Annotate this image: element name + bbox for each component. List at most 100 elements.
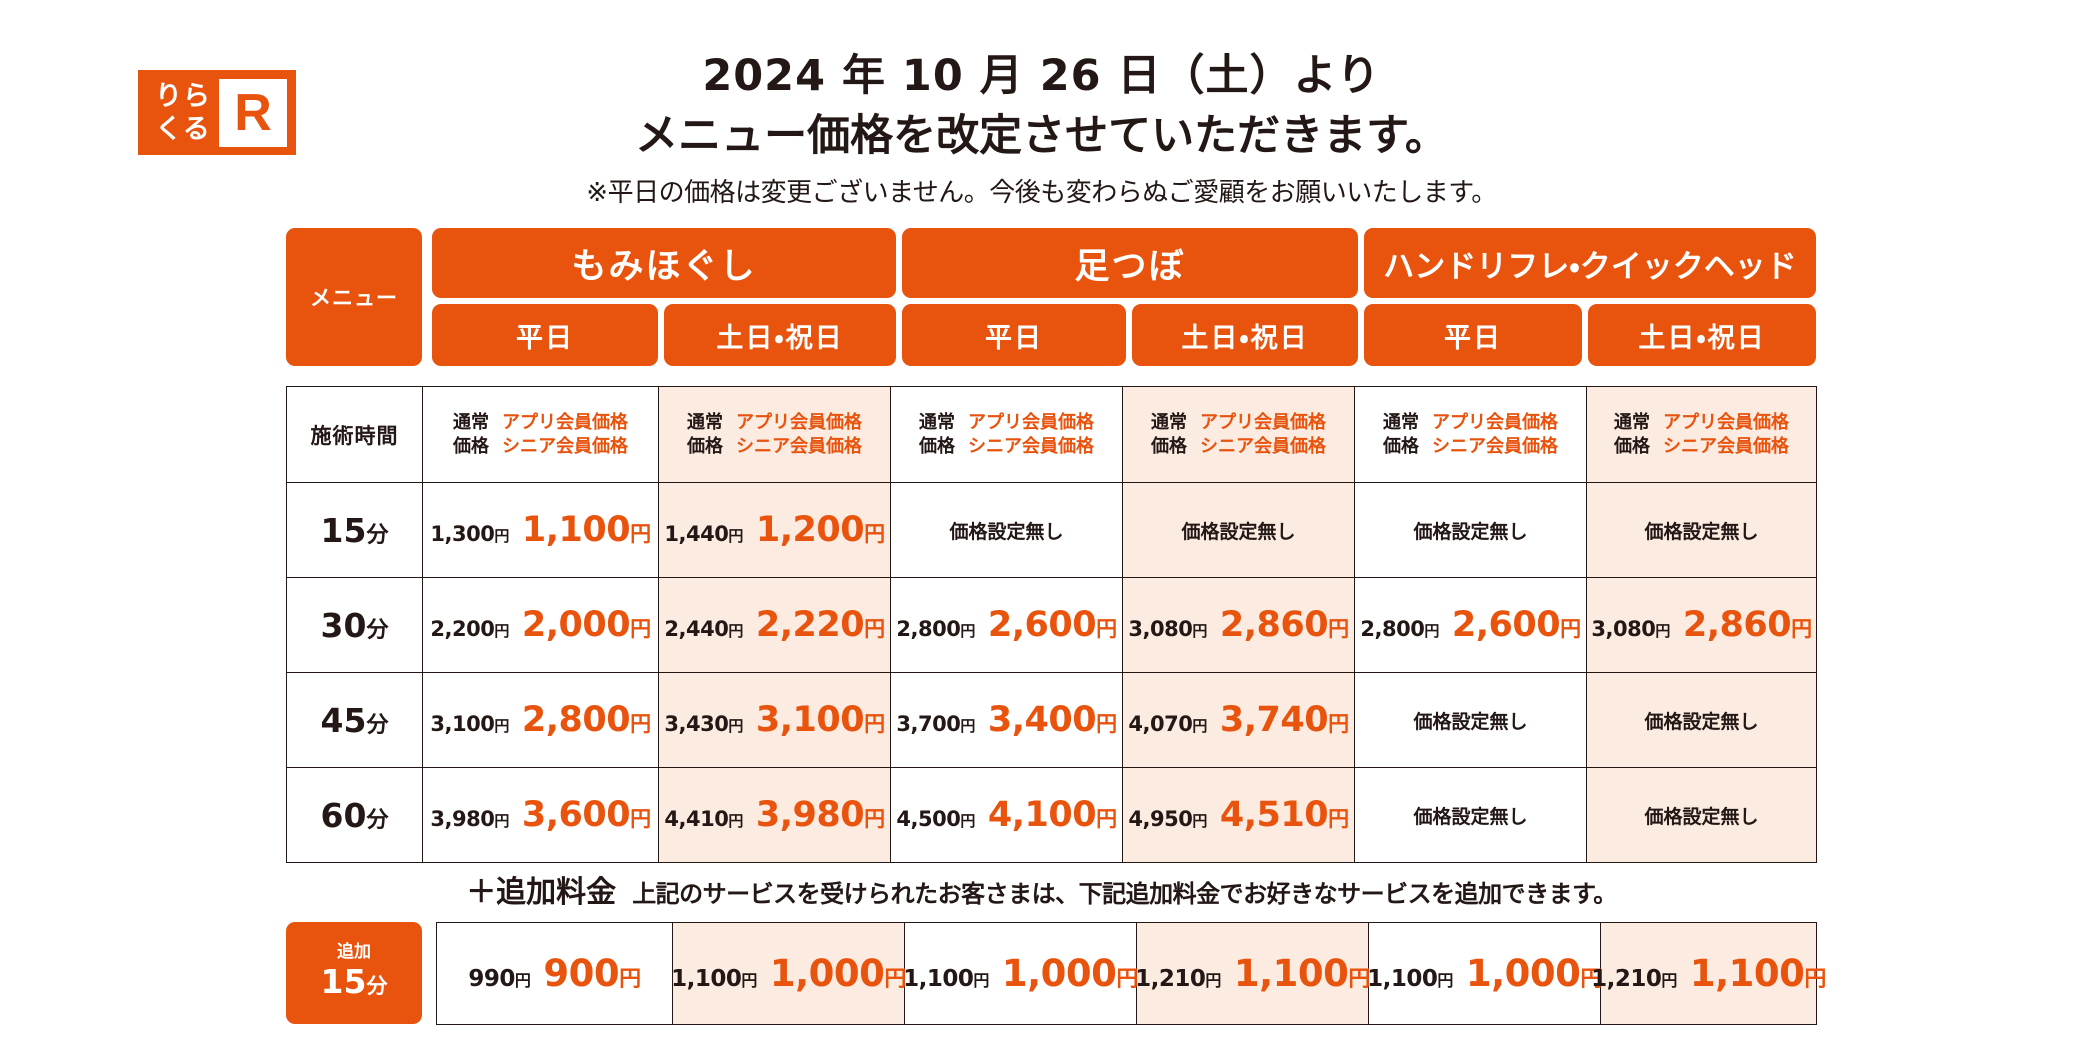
regular-price: 1,210円 (1135, 966, 1221, 992)
member-price: 1,100円 (1689, 952, 1827, 995)
regular-price: 2,200円 (430, 617, 509, 641)
price-pair: 1,210円 1,100円 (1591, 952, 1826, 995)
subheader-price-cell: 通常 価格 アプリ会員価格 シニア会員価格 (1122, 386, 1355, 483)
price-cell: 価格設定無し (890, 482, 1123, 578)
header-sub-momihogushi-weekend: 土日・祝日 (664, 304, 896, 366)
additional-fee-row: 990円 900円 1,100円 1,000円 1,100円 1,000円 1,210円 1,… (436, 922, 1826, 1025)
regular-price: 3,700円 (896, 712, 975, 736)
header-group-ashitsubo: 足つぼ (902, 228, 1358, 298)
regular-price-label: 通常 価格 (453, 411, 489, 457)
additional-fee-description: 上記のサービスを受けられたお客さまは、下記追加料金でお好きなサービスを追加できま… (632, 880, 1617, 908)
regular-price: 1,210円 (1591, 966, 1677, 992)
member-price: 1,100円 (521, 510, 651, 550)
price-pair: 1,100円 1,000円 (671, 952, 907, 995)
price-cell: 価格設定無し (1354, 767, 1587, 863)
header-group-momihogushi: もみほぐし (432, 228, 896, 298)
member-price: 1,000円 (1001, 952, 1139, 995)
member-price: 2,860円 (1682, 605, 1812, 645)
price-pair: 1,210円 1,100円 (1135, 952, 1370, 995)
header-sub-ashitsubo-weekday: 平日 (902, 304, 1126, 366)
price-cell: 1,440円 1,200円 (658, 482, 891, 578)
price-pair: 4,500円 4,100円 (891, 795, 1122, 835)
regular-price: 2,800円 (896, 617, 975, 641)
additional-price-cell: 1,210円 1,100円 (1135, 922, 1370, 1025)
price-cell: 価格設定無し (1586, 672, 1817, 768)
member-price-label: アプリ会員価格 シニア会員価格 (502, 411, 628, 457)
no-price-text: 価格設定無し (949, 520, 1064, 543)
member-price: 2,800円 (521, 700, 651, 740)
price-pair: 2,800円 2,600円 (891, 605, 1122, 645)
price-cell: 価格設定無し (1586, 767, 1817, 863)
no-price-text: 価格設定無し (1644, 710, 1759, 733)
table-row: 15分 1,300円 1,100円 1,440円 1,200円 価格設定無し 価格設定無し 価… (286, 482, 1817, 578)
additional-15min-label: 追加 15分 (286, 922, 422, 1024)
regular-price: 4,950円 (1128, 807, 1207, 831)
member-price: 3,740円 (1219, 700, 1349, 740)
regular-price: 3,080円 (1591, 617, 1670, 641)
regular-price: 1,100円 (1367, 966, 1453, 992)
regular-price-label: 通常 価格 (1614, 411, 1650, 457)
no-price-text: 価格設定無し (1413, 710, 1528, 733)
price-pair: 2,440円 2,220円 (659, 605, 890, 645)
duration-cell: 45分 (286, 672, 423, 768)
table-row: 30分 2,200円 2,000円 2,440円 2,220円 2,800円 2,600円 3… (286, 577, 1817, 673)
duration-cell: 30分 (286, 577, 423, 673)
additional-fee-table: 990円 900円 1,100円 1,000円 1,100円 1,000円 1,210円 1,… (436, 922, 1826, 1025)
price-cell: 2,800円 2,600円 (1354, 577, 1587, 673)
additional-price-cell: 1,100円 1,000円 (671, 922, 907, 1025)
regular-price: 3,100円 (430, 712, 509, 736)
price-cell: 2,800円 2,600円 (890, 577, 1123, 673)
no-price-text: 価格設定無し (1413, 805, 1528, 828)
member-price: 900円 (543, 952, 641, 995)
price-pair: 3,080円 2,860円 (1587, 605, 1816, 645)
rirakuru-logo: りら くる R (138, 70, 296, 155)
price-pair: 3,430円 3,100円 (659, 700, 890, 740)
price-pair: 3,700円 3,400円 (891, 700, 1122, 740)
member-price-label: アプリ会員価格 シニア会員価格 (1663, 411, 1789, 457)
logo-kana-line1: りら (155, 80, 211, 112)
member-price: 3,600円 (521, 795, 651, 835)
header-menu-label: メニュー (286, 228, 422, 366)
price-cell: 2,440円 2,220円 (658, 577, 891, 673)
page-title: 2024 年 10 月 26 日（土）より メニュー価格を改定させていただきます… (0, 46, 2083, 166)
price-pair: 1,100円 1,000円 (903, 952, 1139, 995)
price-pair: 3,080円 2,860円 (1123, 605, 1354, 645)
price-cell: 1,300円 1,100円 (422, 482, 659, 578)
title-line-1: 2024 年 10 月 26 日（土）より (702, 51, 1381, 101)
additional-price-cell: 1,100円 1,000円 (1367, 922, 1602, 1025)
regular-price: 1,100円 (671, 966, 757, 992)
logo-kana-line2: くる (155, 113, 211, 145)
additional-fee-notice: ＋追加料金 上記のサービスを受けられたお客さまは、下記追加料金でお好きなサービスを… (0, 867, 2083, 911)
price-cell: 価格設定無し (1586, 482, 1817, 578)
price-cell: 3,700円 3,400円 (890, 672, 1123, 768)
subheader-price-cell: 通常 価格 アプリ会員価格 シニア会員価格 (658, 386, 891, 483)
member-price: 2,220円 (755, 605, 885, 645)
regular-price: 4,410円 (664, 807, 743, 831)
header-group-handreflex-quickhead: ハンドリフレ・クイックヘッド (1364, 228, 1816, 298)
price-pair: 3,100円 2,800円 (423, 700, 658, 740)
member-price: 1,000円 (769, 952, 907, 995)
member-price: 2,600円 (987, 605, 1117, 645)
price-cell: 4,070円 3,740円 (1122, 672, 1355, 768)
table-row: 45分 3,100円 2,800円 3,430円 3,100円 3,700円 3,400円 4… (286, 672, 1817, 768)
price-pair: 2,800円 2,600円 (1355, 605, 1586, 645)
table-row: 60分 3,980円 3,600円 4,410円 3,980円 4,500円 4,100円 4… (286, 767, 1817, 863)
price-cell: 3,980円 3,600円 (422, 767, 659, 863)
additional-price-cell: 990円 900円 (436, 922, 673, 1025)
price-pair: 990円 900円 (437, 952, 672, 995)
member-price-label: アプリ会員価格 シニア会員価格 (736, 411, 862, 457)
regular-price: 3,980円 (430, 807, 509, 831)
regular-price-label: 通常 価格 (1383, 411, 1419, 457)
duration-cell: 15分 (286, 482, 423, 578)
price-pair: 4,070円 3,740円 (1123, 700, 1354, 740)
price-pair: 1,100円 1,000円 (1367, 952, 1602, 995)
price-cell: 4,500円 4,100円 (890, 767, 1123, 863)
regular-price: 4,070円 (1128, 712, 1207, 736)
logo-kana-text: りら くる (147, 79, 219, 147)
logo-r-mark: R (219, 78, 287, 147)
price-cell: 3,080円 2,860円 (1122, 577, 1355, 673)
no-price-text: 価格設定無し (1181, 520, 1296, 543)
regular-price: 1,440円 (664, 522, 743, 546)
regular-price: 1,100円 (903, 966, 989, 992)
header-sub-ashitsubo-weekend: 土日・祝日 (1132, 304, 1358, 366)
